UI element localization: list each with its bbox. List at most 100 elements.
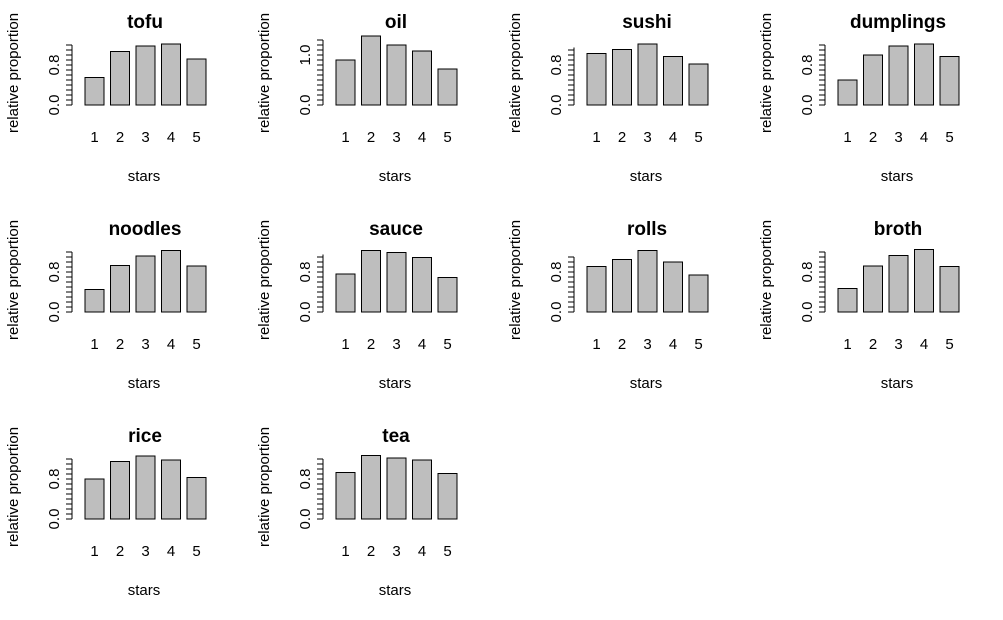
bar (939, 266, 960, 313)
x-tick-label: 4 (669, 129, 677, 146)
bar (84, 289, 105, 313)
panel-title: noodles (109, 219, 182, 240)
y-axis-label: relative proportion (507, 13, 524, 133)
x-tick-label: 2 (367, 129, 375, 146)
x-axis-label: stars (128, 168, 161, 185)
x-tick-label: 2 (618, 129, 626, 146)
x-tick-label: 1 (341, 543, 349, 560)
x-tick-label: 5 (192, 336, 200, 353)
bar (688, 274, 709, 313)
bar (361, 35, 381, 106)
bar (386, 44, 407, 106)
x-tick-label: 4 (167, 129, 175, 146)
panel-title: sauce (369, 219, 423, 240)
panel-title: rice (128, 426, 162, 447)
x-axis-label: stars (379, 375, 412, 392)
bar (939, 56, 960, 106)
y-axis-label: relative proportion (5, 220, 22, 340)
bar (914, 43, 934, 106)
bar (863, 54, 883, 106)
x-axis-label: stars (630, 375, 663, 392)
y-axis-label: relative proportion (256, 220, 273, 340)
bar (837, 288, 858, 313)
x-tick-label: 1 (843, 129, 851, 146)
y-tick-label: 0.0 (297, 95, 314, 116)
x-tick-label: 4 (167, 543, 175, 560)
x-tick-label: 3 (141, 543, 149, 560)
bar (412, 257, 432, 313)
x-tick-label: 1 (843, 336, 851, 353)
y-tick-label: 0.0 (297, 302, 314, 323)
panel-title: sushi (622, 12, 672, 33)
bar (586, 266, 607, 313)
y-tick-label: 0.8 (799, 55, 816, 76)
x-axis-label: stars (630, 168, 663, 185)
chart-panel: dumplings 1 2 3 4 5 0.0 0.8 relative proportion s… (758, 12, 960, 185)
x-tick-label: 3 (643, 129, 651, 146)
chart-panel: rice 1 2 3 4 5 0.0 0.8 relative proportion stars (5, 426, 207, 599)
bar (135, 255, 156, 313)
x-tick-label: 1 (592, 336, 600, 353)
bar (110, 51, 130, 106)
chart-panel: noodles 1 2 3 4 5 0.0 0.8 relative proportion sta… (5, 219, 207, 392)
bar (437, 68, 458, 106)
x-tick-label: 2 (116, 129, 124, 146)
chart-panel: tofu 1 2 3 4 5 0.0 0.8 relative proportion stars (5, 12, 207, 185)
bar (161, 459, 181, 520)
x-tick-label: 2 (618, 336, 626, 353)
y-tick-label: 0.8 (799, 262, 816, 283)
x-tick-label: 2 (116, 543, 124, 560)
bar (186, 477, 207, 520)
bar (663, 56, 683, 106)
x-tick-label: 1 (592, 129, 600, 146)
y-tick-label: 0.0 (46, 509, 63, 530)
y-tick-label: 0.8 (297, 469, 314, 490)
panel-title: oil (385, 12, 407, 33)
chart-panel: broth 1 2 3 4 5 0.0 0.8 relative proportion stars (758, 219, 960, 392)
y-tick-label: 0.8 (46, 55, 63, 76)
bar (335, 273, 356, 313)
x-tick-label: 5 (192, 543, 200, 560)
y-tick-label: 0.0 (799, 302, 816, 323)
bar (135, 455, 156, 520)
y-tick-label: 0.0 (46, 95, 63, 116)
x-tick-label: 5 (694, 129, 702, 146)
x-tick-label: 5 (443, 336, 451, 353)
bar (637, 250, 658, 313)
bar (386, 252, 407, 313)
y-tick-label: 0.8 (548, 55, 565, 76)
chart-panel: rolls 1 2 3 4 5 0.0 0.8 relative proportion stars (507, 219, 709, 392)
y-tick-label: 1.0 (297, 45, 314, 66)
x-tick-label: 1 (90, 336, 98, 353)
bar (437, 277, 458, 313)
x-tick-label: 1 (90, 129, 98, 146)
x-tick-label: 3 (392, 129, 400, 146)
chart-panel: tea 1 2 3 4 5 0.0 0.8 relative proportion stars (256, 426, 458, 599)
chart-panel: sushi 1 2 3 4 5 0.0 0.8 relative proportion stars (507, 12, 709, 185)
x-tick-label: 2 (869, 129, 877, 146)
y-tick-label: 0.0 (548, 302, 565, 323)
bar (361, 455, 381, 520)
panel-title: dumplings (850, 12, 946, 33)
bar (637, 43, 658, 106)
x-tick-label: 2 (116, 336, 124, 353)
y-tick-label: 0.8 (46, 262, 63, 283)
x-tick-label: 5 (945, 129, 953, 146)
y-axis-label: relative proportion (758, 220, 775, 340)
y-axis-label: relative proportion (5, 13, 22, 133)
x-axis-label: stars (128, 582, 161, 599)
x-tick-label: 5 (443, 543, 451, 560)
bar (888, 255, 909, 313)
y-axis-label: relative proportion (5, 427, 22, 547)
bar (612, 259, 632, 313)
bar (186, 58, 207, 106)
bar (135, 45, 156, 106)
panel-title: tofu (127, 12, 163, 33)
x-tick-label: 3 (643, 336, 651, 353)
x-tick-label: 5 (192, 129, 200, 146)
x-tick-label: 4 (418, 129, 426, 146)
bar (110, 265, 130, 313)
bar (914, 249, 934, 313)
x-tick-label: 3 (894, 336, 902, 353)
